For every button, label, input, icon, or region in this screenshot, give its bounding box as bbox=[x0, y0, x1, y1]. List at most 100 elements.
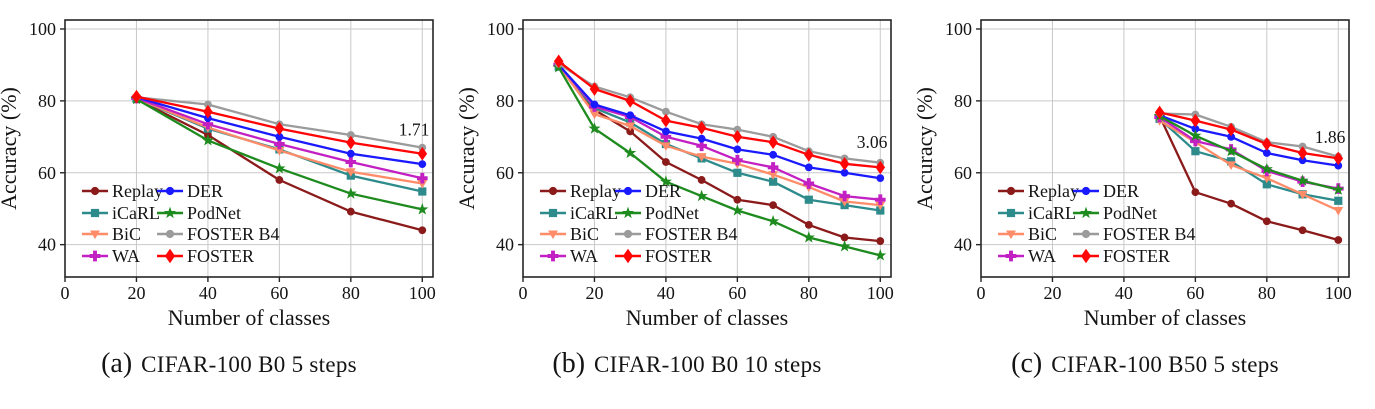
y-axis-label: Accuracy (%) bbox=[458, 87, 479, 210]
legend-item-podnet: PodNet bbox=[157, 203, 241, 223]
marker-wa bbox=[416, 172, 428, 184]
marker-icarl bbox=[1334, 196, 1343, 205]
legend-item-wa: WA bbox=[540, 246, 598, 266]
marker-replay bbox=[626, 127, 635, 136]
series-line-foster bbox=[1159, 111, 1339, 160]
marker-der bbox=[1334, 161, 1343, 170]
legend-item-wa: WA bbox=[998, 246, 1056, 266]
marker-icarl bbox=[1191, 147, 1200, 156]
marker-replay bbox=[1334, 236, 1343, 244]
series-line-foster bbox=[557, 60, 881, 169]
legend-marker-der bbox=[165, 186, 175, 196]
legend-marker-icarl bbox=[548, 208, 558, 218]
legend-marker-replay bbox=[90, 186, 100, 196]
caption-c-text: CIFAR-100 B50 5 steps bbox=[1051, 352, 1279, 377]
marker-wa bbox=[839, 190, 850, 202]
x-tick-label: 40 bbox=[657, 283, 675, 303]
marker-foster bbox=[131, 89, 142, 104]
series-line-foster-b4 bbox=[558, 62, 881, 164]
legend-label-replay: Replay bbox=[112, 181, 163, 201]
chart-background bbox=[916, 0, 1374, 335]
legend-marker-podnet bbox=[1079, 206, 1093, 219]
marker-icarl bbox=[1262, 180, 1271, 189]
x-tick-label: 60 bbox=[1186, 283, 1204, 303]
legend-item-icarl: iCaRL bbox=[82, 203, 160, 223]
x-axis-label: Number of classes bbox=[1084, 305, 1247, 330]
legend-item-bic: BiC bbox=[540, 224, 599, 244]
plot-border bbox=[64, 19, 434, 278]
marker-bic bbox=[1333, 207, 1344, 216]
caption-a: (a) CIFAR-100 B0 5 steps bbox=[0, 335, 458, 380]
marker-wa bbox=[803, 178, 815, 189]
y-tick-label: 80 bbox=[496, 91, 514, 111]
marker-der bbox=[876, 174, 885, 183]
marker-podnet bbox=[1260, 162, 1273, 175]
marker-der bbox=[346, 149, 355, 158]
marker-replay bbox=[769, 201, 777, 210]
legend-label-wa: WA bbox=[570, 246, 598, 266]
marker-foster-b4 bbox=[662, 107, 670, 116]
marker-bic bbox=[625, 122, 636, 132]
marker-icarl bbox=[804, 195, 813, 204]
legend-label-bic: BiC bbox=[112, 224, 141, 244]
marker-podnet bbox=[767, 214, 780, 227]
marker-der bbox=[1227, 132, 1235, 141]
plot-border bbox=[522, 19, 892, 278]
legend-item-replay: Replay bbox=[82, 181, 163, 201]
marker-der bbox=[662, 127, 670, 136]
series-line-replay bbox=[1158, 115, 1339, 242]
legend-item-wa: WA bbox=[82, 246, 140, 266]
results-figure: 0 20 40 60 80 100 40 60 80 100 Number of classes Ac… bbox=[0, 0, 1374, 380]
panel-c: 0 20 40 60 80 100 40 60 80 100 Number of classes Ac… bbox=[916, 0, 1374, 380]
marker-bic bbox=[417, 180, 428, 189]
marker-wa bbox=[274, 138, 285, 150]
marker-der bbox=[275, 132, 284, 141]
y-tick-label: 100 bbox=[945, 19, 972, 39]
y-axis-label: Accuracy (%) bbox=[0, 87, 21, 210]
legend-item-foster-b4: FOSTER B4 bbox=[1073, 224, 1196, 244]
marker-bic bbox=[839, 198, 850, 207]
caption-c-index: (c) bbox=[1011, 348, 1043, 379]
marker-wa bbox=[874, 194, 886, 206]
marker-wa bbox=[1190, 135, 1201, 147]
marker-bic bbox=[1226, 161, 1237, 170]
legend-item-foster-b4: FOSTER B4 bbox=[157, 224, 280, 244]
marker-wa bbox=[660, 131, 672, 143]
series-line-icarl bbox=[1158, 117, 1339, 202]
marker-replay bbox=[662, 158, 670, 166]
marker-foster bbox=[1333, 151, 1344, 166]
x-axis-label: Number of classes bbox=[168, 305, 331, 330]
marker-foster bbox=[589, 82, 600, 96]
legend-item-bic: BiC bbox=[998, 224, 1057, 244]
series-icarl bbox=[1155, 114, 1343, 205]
marker-der bbox=[769, 150, 777, 159]
legend-marker-bic bbox=[548, 230, 558, 240]
annotation-value: 1.86 bbox=[1315, 127, 1346, 147]
y-tick-label: 40 bbox=[496, 235, 514, 255]
legend-label-icarl: iCaRL bbox=[112, 203, 160, 223]
marker-foster bbox=[274, 121, 285, 136]
y-tick-label: 40 bbox=[954, 235, 972, 255]
marker-podnet bbox=[201, 134, 214, 146]
marker-der bbox=[1262, 149, 1271, 157]
legend-marker-replay bbox=[1006, 186, 1016, 196]
x-tick-label: 20 bbox=[1043, 283, 1061, 303]
marker-foster bbox=[203, 104, 213, 119]
chart-cifar100-b50-5steps: 0 20 40 60 80 100 40 60 80 100 Number of classes Ac… bbox=[916, 0, 1374, 335]
marker-podnet bbox=[1332, 183, 1345, 195]
legend-label-wa: WA bbox=[112, 246, 140, 266]
marker-foster bbox=[804, 147, 814, 162]
x-tick-label: 80 bbox=[342, 283, 360, 303]
x-tick-label: 60 bbox=[728, 283, 746, 303]
caption-b-text: CIFAR-100 B0 10 steps bbox=[594, 352, 822, 377]
caption-a-index: (a) bbox=[101, 348, 133, 379]
plot-border bbox=[980, 19, 1350, 278]
axes-ticks: 0 20 40 60 80 100 40 60 80 100 bbox=[945, 19, 1352, 303]
series-line-wa bbox=[557, 64, 881, 201]
marker-podnet bbox=[874, 249, 887, 261]
marker-podnet bbox=[659, 175, 672, 187]
series-foster bbox=[131, 89, 428, 161]
legend-label-replay: Replay bbox=[570, 181, 621, 201]
chart-background bbox=[458, 0, 916, 335]
